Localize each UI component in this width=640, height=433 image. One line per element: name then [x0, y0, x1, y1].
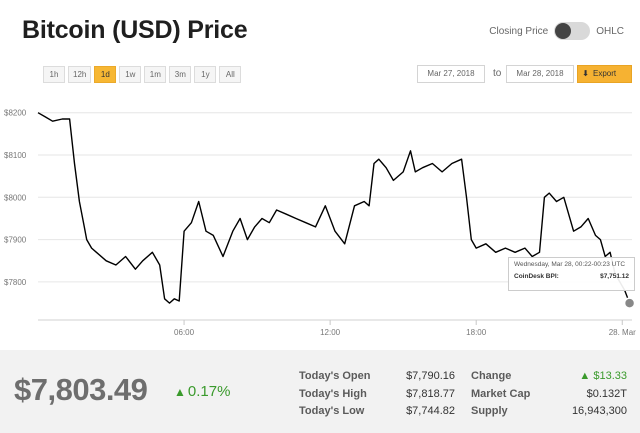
ohlc-label: OHLC	[596, 25, 624, 37]
change-up-icon: ▲	[579, 370, 594, 382]
x-tick-label-06:00: 06:00	[174, 328, 195, 337]
x-tick-label-18:00: 18:00	[466, 328, 487, 337]
range-button-1w[interactable]: 1w	[119, 66, 142, 83]
start-date-input[interactable]: Mar 27, 2018	[417, 65, 485, 83]
stat-value-low: $7,744.82	[406, 405, 455, 417]
stat-value-open: $7,790.16	[406, 370, 455, 382]
tooltip-label: CoinDesk BPI:	[514, 273, 559, 280]
change-percent-value: 0.17%	[187, 383, 231, 400]
x-tick-label-28. Mar: 28. Mar	[609, 328, 636, 337]
price-chart[interactable]: $7800 $7900 $8000 $8100 $8200 06:00 12:00 18:00…	[0, 100, 640, 345]
date-range-to-label: to	[493, 68, 502, 79]
tooltip-datetime: Wednesday, Mar 28, 00:22-00:23 UTC	[514, 261, 626, 268]
switch-knob	[555, 23, 572, 39]
range-button-12h[interactable]: 12h	[68, 66, 92, 83]
y-tick-label-7900: $7900	[4, 236, 27, 245]
range-button-1h[interactable]: 1h	[43, 66, 65, 83]
stat-label-supply: Supply	[471, 405, 508, 417]
stat-label-low: Today's Low	[299, 405, 365, 417]
export-button[interactable]: ⬇ Export	[577, 65, 632, 83]
tooltip-value: $7,751.12	[600, 273, 629, 280]
stat-value-change: ▲ $13.33	[540, 370, 627, 382]
range-button-all[interactable]: All	[219, 66, 242, 83]
x-tick-label-12:00: 12:00	[320, 328, 341, 337]
stat-label-high: Today's High	[299, 388, 367, 400]
stat-label-market-cap: Market Cap	[471, 388, 531, 400]
stat-value-market-cap: $0.132T	[586, 388, 627, 400]
price-mode-toggle-group: Closing Price OHLC	[489, 20, 624, 42]
up-triangle-icon: ▲	[174, 385, 186, 399]
range-button-1m[interactable]: 1m	[144, 66, 167, 83]
export-label: Export	[593, 69, 617, 78]
end-date-input[interactable]: Mar 28, 2018	[506, 65, 574, 83]
price-mode-switch[interactable]	[554, 22, 591, 40]
stat-label-change: Change	[471, 370, 512, 382]
page-title: Bitcoin (USD) Price	[22, 16, 248, 44]
stat-value-high: $7,818.77	[406, 388, 455, 400]
range-button-1d[interactable]: 1d	[94, 66, 117, 83]
y-tick-label-8000: $8000	[4, 193, 27, 202]
y-tick-label-7800: $7800	[4, 278, 27, 287]
stat-value-supply: 16,943,300	[571, 405, 627, 417]
closing-price-label: Closing Price	[489, 25, 549, 37]
stat-value-change-text: $13.33	[593, 370, 627, 382]
price-summary-panel	[0, 350, 640, 433]
range-selector: 1h 12h 1d 1w 1m 3m 1y All	[43, 66, 242, 83]
change-percent: ▲ 0.17%	[174, 383, 230, 400]
y-tick-label-8100: $8100	[4, 151, 27, 160]
range-button-3m[interactable]: 3m	[169, 66, 192, 83]
y-tick-label-8200: $8200	[4, 109, 27, 118]
download-arrow-icon: ⬇	[582, 69, 589, 78]
hover-marker	[623, 297, 636, 309]
stat-label-open: Today's Open	[299, 370, 371, 382]
current-price: $7,803.49	[14, 372, 148, 407]
chart-tooltip: Wednesday, Mar 28, 00:22-00:23 UTC CoinD…	[508, 257, 635, 291]
range-button-1y[interactable]: 1y	[194, 66, 217, 83]
price-line	[37, 112, 631, 304]
